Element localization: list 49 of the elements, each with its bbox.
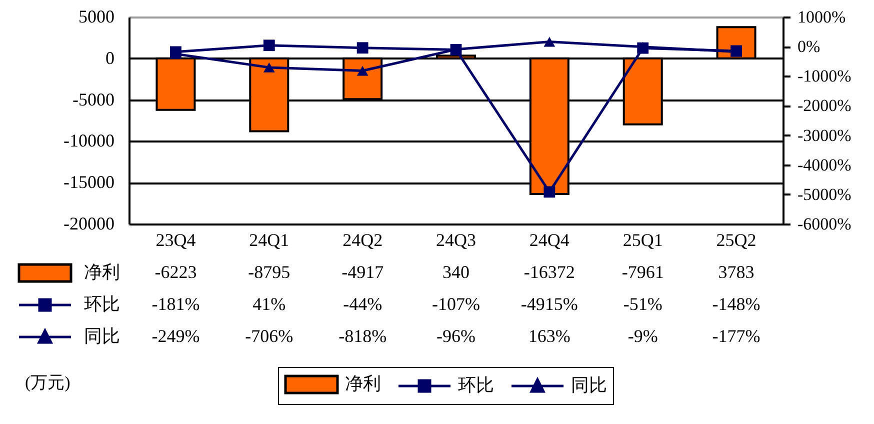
y-tick-label: 5000 xyxy=(78,6,114,26)
y-tick-label: -5000 xyxy=(72,89,114,110)
data-label: -706% xyxy=(245,326,294,346)
y2-tick-label: -2000% xyxy=(798,96,852,116)
data-label: -44% xyxy=(343,294,382,314)
y2-tick-label: 1000% xyxy=(798,8,846,26)
data-label: -818% xyxy=(338,326,387,346)
data-label: -7961 xyxy=(622,262,664,282)
data-label: -9% xyxy=(628,326,658,346)
x-tick-label: 24Q1 xyxy=(249,230,290,250)
data-label: 340 xyxy=(442,262,470,282)
data-label: -148% xyxy=(712,294,760,314)
x-tick-label: 24Q3 xyxy=(436,230,476,250)
y2-tick-label: -6000% xyxy=(798,214,852,234)
x-tick-label: 25Q2 xyxy=(716,230,756,250)
text: 环比 xyxy=(458,375,494,395)
text: (万元) xyxy=(25,373,70,392)
x-tick-label: 23Q4 xyxy=(156,230,196,250)
data-label: -96% xyxy=(436,326,476,346)
data-label: -51% xyxy=(623,294,662,314)
data-label: -8795 xyxy=(248,262,290,282)
data-label: -181% xyxy=(152,294,200,314)
data-label: -4915% xyxy=(520,294,578,314)
y2-tick-label: -5000% xyxy=(798,184,852,204)
data-label: 163% xyxy=(528,326,570,346)
data-label: 41% xyxy=(252,294,286,314)
y2-tick-label: -1000% xyxy=(798,66,852,86)
data-label: -16372 xyxy=(524,262,575,282)
y2-tick-label: -4000% xyxy=(798,155,852,174)
data-label: -6223 xyxy=(154,262,197,282)
y2-tick-label: -3000% xyxy=(798,126,852,145)
text: 同比 xyxy=(571,375,607,395)
data-label: -107% xyxy=(432,294,480,314)
y2-tick-label: 0% xyxy=(798,37,820,56)
x-tick-label: 24Q2 xyxy=(342,230,383,250)
data-label: -249% xyxy=(152,326,200,346)
legend-label: 净利 xyxy=(84,262,120,282)
x-tick-label: 24Q4 xyxy=(529,230,570,250)
y-tick-label: -15000 xyxy=(64,172,114,192)
x-tick-label: 25Q1 xyxy=(622,230,663,250)
data-label: 3783 xyxy=(718,262,754,282)
legend-label: 环比 xyxy=(84,294,120,314)
y-tick-label: 0 xyxy=(106,48,114,68)
y-tick-label: -20000 xyxy=(64,214,114,234)
data-label: -177% xyxy=(712,326,760,346)
legend-label: 同比 xyxy=(84,326,120,346)
data-label: -4917 xyxy=(342,262,384,282)
y-tick-label: -10000 xyxy=(64,130,114,151)
text: 净利 xyxy=(345,374,381,394)
